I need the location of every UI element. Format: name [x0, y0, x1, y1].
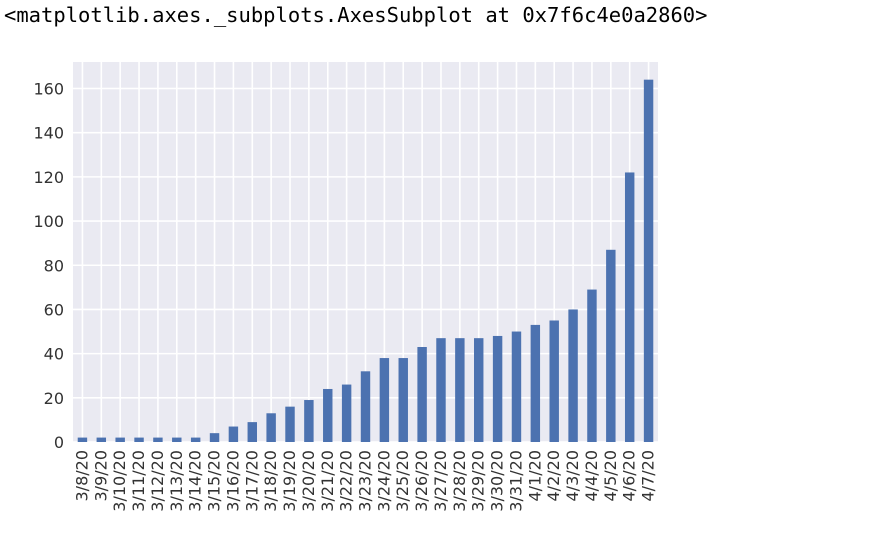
- x-tick-label: 3/17/20: [242, 450, 261, 512]
- bar: [134, 437, 144, 442]
- y-tick-label: 100: [33, 212, 64, 231]
- x-tick-label: 4/4/20: [582, 450, 601, 502]
- x-tick-label: 4/1/20: [525, 450, 544, 502]
- bar: [209, 433, 220, 442]
- x-tick-label: 3/22/20: [337, 450, 356, 512]
- x-tick-label: 3/10/20: [110, 450, 129, 512]
- y-tick-labels: 0 20 40 60 80 100 120 140 160: [33, 80, 64, 452]
- x-tick-label: 3/15/20: [205, 450, 224, 512]
- bar: [190, 437, 201, 442]
- x-tick-label: 3/27/20: [431, 450, 450, 512]
- x-tick-label: 4/2/20: [544, 450, 563, 502]
- bar: [474, 338, 484, 442]
- x-tick-label: 3/20/20: [299, 450, 318, 512]
- bar: [587, 289, 597, 442]
- x-tick-label: 3/31/20: [506, 450, 525, 512]
- x-tick-label: 3/13/20: [167, 450, 186, 512]
- bar: [96, 437, 107, 442]
- x-tick-label: 3/8/20: [72, 450, 91, 502]
- x-tick-label: 4/7/20: [639, 450, 658, 502]
- bar: [568, 309, 578, 442]
- bar: [228, 426, 239, 442]
- bar: [643, 79, 654, 443]
- x-tick-label: 3/18/20: [261, 450, 280, 512]
- bar: [379, 358, 390, 442]
- output-repr-text: <matplotlib.axes._subplots.AxesSubplot a…: [4, 3, 708, 27]
- x-tick-label: 3/25/20: [393, 450, 412, 512]
- y-tick-label: 160: [33, 80, 64, 99]
- bar: [323, 388, 333, 442]
- bar: [455, 338, 465, 442]
- bar: [266, 413, 276, 442]
- y-tick-label: 120: [33, 168, 64, 187]
- x-tick-label: 3/21/20: [318, 450, 337, 512]
- bar: [624, 172, 635, 442]
- bar: [530, 324, 541, 442]
- x-tick-label: 3/16/20: [223, 450, 242, 512]
- bar: [247, 422, 257, 442]
- x-tick-label: 3/24/20: [374, 450, 393, 512]
- x-tick-label: 3/26/20: [412, 450, 431, 512]
- x-tick-label: 3/14/20: [186, 450, 205, 512]
- y-tick-label: 80: [44, 256, 64, 275]
- bar: [606, 249, 616, 442]
- y-tick-label: 60: [44, 300, 64, 319]
- x-tick-labels: 3/8/20 3/9/20 3/10/20 3/11/20 3/12/20 3/13/20…: [72, 450, 657, 512]
- x-tick-label: 3/12/20: [148, 450, 167, 512]
- bar: [360, 371, 371, 442]
- bar: [285, 406, 295, 442]
- bar: [304, 400, 314, 442]
- y-tick-label: 20: [44, 389, 64, 408]
- bar: [77, 437, 88, 442]
- x-tick-label: 3/30/20: [488, 450, 507, 512]
- bar: [436, 338, 446, 442]
- x-tick-label: 4/3/20: [563, 450, 582, 502]
- x-tick-label: 4/6/20: [620, 450, 639, 502]
- y-tick-label: 140: [33, 124, 64, 143]
- bar: [341, 384, 352, 442]
- bar: [511, 331, 522, 442]
- y-tick-label: 0: [54, 433, 64, 452]
- bar: [417, 347, 427, 442]
- bar: [153, 437, 163, 442]
- x-tick-label: 3/9/20: [91, 450, 110, 502]
- bars: [77, 79, 654, 443]
- x-tick-label: 4/5/20: [601, 450, 620, 502]
- y-tick-label: 40: [44, 345, 64, 364]
- x-tick-label: 3/28/20: [450, 450, 469, 512]
- bar: [172, 437, 182, 442]
- bar: [398, 358, 408, 442]
- bar: [492, 335, 503, 442]
- x-tick-label: 3/23/20: [356, 450, 375, 512]
- bar: [549, 320, 559, 442]
- x-tick-label: 3/29/20: [469, 450, 488, 512]
- x-tick-label: 3/19/20: [280, 450, 299, 512]
- bar: [115, 437, 125, 442]
- x-tick-label: 3/11/20: [129, 450, 148, 512]
